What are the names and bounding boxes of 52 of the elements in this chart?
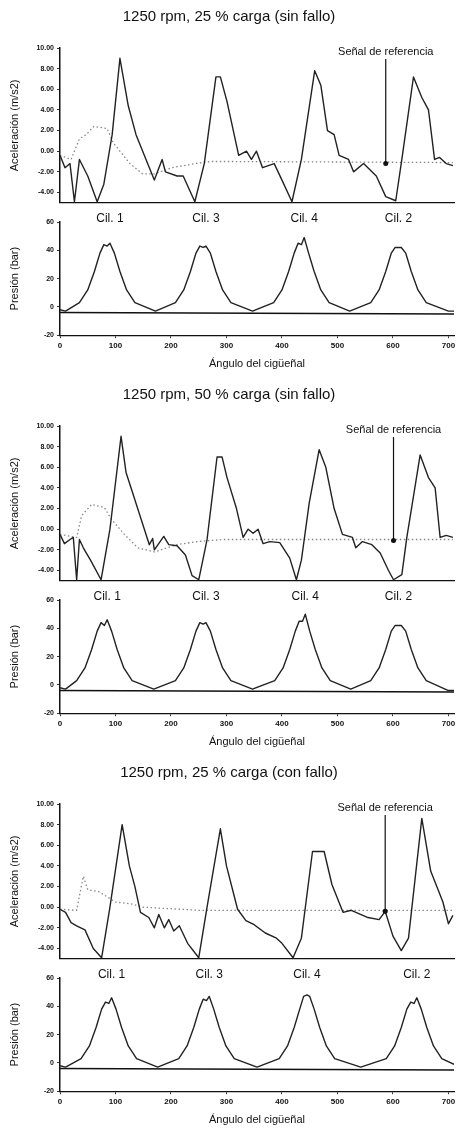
x-tick-label: 0 bbox=[57, 719, 63, 729]
x-tick-label: 400 bbox=[275, 719, 290, 729]
annotation: Señal de referencia bbox=[345, 423, 443, 436]
annotation: Cil. 2 bbox=[384, 589, 413, 604]
annotation: Cil. 2 bbox=[403, 967, 431, 982]
x-axis-title: Ángulo del cigüeñal bbox=[208, 357, 306, 370]
annotation: Señal de referencia bbox=[337, 801, 434, 814]
annotation: Cil. 4 bbox=[293, 967, 321, 982]
y-axis-title: Aceleración (m/s2) bbox=[7, 457, 20, 550]
x-tick-label: 200 bbox=[164, 719, 179, 729]
x-axis-title: Ángulo del cigüeñal bbox=[208, 735, 306, 748]
annotation: Cil. 2 bbox=[384, 211, 413, 226]
chart-title: 1250 rpm, 50 % carga (sin fallo) bbox=[122, 385, 336, 403]
x-tick-label: 700 bbox=[441, 341, 456, 351]
annotation: Señal de referencia bbox=[338, 45, 435, 58]
x-tick-label: 200 bbox=[164, 1097, 179, 1107]
x-tick-label: 200 bbox=[164, 341, 179, 351]
annotation: Cil. 1 bbox=[96, 211, 124, 226]
x-tick-label: 0 bbox=[57, 341, 63, 351]
x-tick-label: 700 bbox=[441, 719, 456, 729]
annotation: Cil. 1 bbox=[97, 967, 126, 982]
line-series bbox=[60, 125, 454, 175]
annotation: Cil. 1 bbox=[93, 589, 122, 604]
x-tick-label: 400 bbox=[275, 341, 290, 351]
y-axis-title: Presión (bar) bbox=[7, 246, 20, 311]
x-tick-label: 700 bbox=[441, 1097, 456, 1107]
annotation: Cil. 3 bbox=[195, 967, 224, 982]
chart-title: 1250 rpm, 25 % carga (sin fallo) bbox=[122, 7, 336, 25]
x-tick-label: 100 bbox=[108, 1097, 123, 1107]
y-axis-title: Aceleración (m/s2) bbox=[7, 79, 20, 172]
x-axis-title: Ángulo del cigüeñal bbox=[208, 1113, 306, 1126]
annotation: Cil. 4 bbox=[290, 211, 319, 226]
y-axis-title: Aceleración (m/s2) bbox=[7, 835, 20, 928]
x-tick-label: 300 bbox=[219, 1097, 234, 1107]
x-tick-label: 500 bbox=[330, 341, 345, 351]
x-tick-label: 100 bbox=[108, 719, 123, 729]
annotation: Cil. 4 bbox=[291, 589, 320, 604]
annotation: Cil. 3 bbox=[192, 589, 220, 604]
chart-title: 1250 rpm, 25 % carga (con fallo) bbox=[120, 763, 338, 781]
annotation: Cil. 3 bbox=[192, 211, 220, 226]
x-tick-label: 0 bbox=[57, 1097, 63, 1107]
y-axis-title: Presión (bar) bbox=[7, 624, 20, 689]
x-tick-label: 600 bbox=[386, 719, 401, 729]
x-tick-label: 500 bbox=[330, 719, 345, 729]
x-tick-label: 500 bbox=[330, 1097, 345, 1107]
x-tick-label: 600 bbox=[386, 341, 401, 351]
x-tick-label: 600 bbox=[386, 1097, 401, 1107]
x-tick-label: 300 bbox=[219, 341, 234, 351]
x-tick-label: 400 bbox=[275, 1097, 290, 1107]
y-axis-title: Presión (bar) bbox=[7, 1002, 20, 1067]
x-tick-label: 300 bbox=[219, 719, 234, 729]
x-tick-label: 100 bbox=[108, 341, 123, 351]
